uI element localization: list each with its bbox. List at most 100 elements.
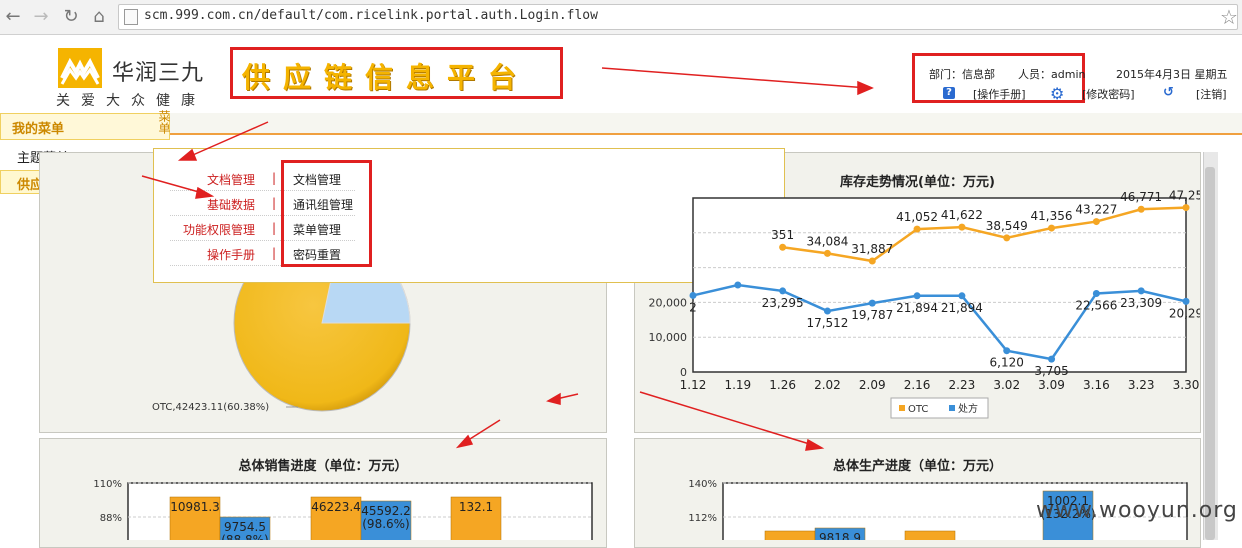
data-point <box>1182 297 1190 305</box>
data-point <box>1182 204 1190 212</box>
department-label: 部门：信息部 <box>929 68 995 81</box>
popup-category-item[interactable]: 基础数据 <box>206 198 255 212</box>
menu-strip <box>0 113 1242 135</box>
bar <box>360 500 412 540</box>
watermark: www.wooyun.org <box>1036 498 1238 523</box>
sales-bar-chart: 110% 88% 10981.3 9754.5(88.8%) 46223.4 45592.… <box>93 479 593 540</box>
popup-submenu-item[interactable]: 菜单管理 <box>293 223 342 237</box>
y-tick-label: 88% <box>100 513 122 524</box>
data-point <box>779 287 787 295</box>
x-tick-label: 2.09 <box>859 378 886 392</box>
data-point <box>913 225 921 233</box>
page-icon <box>124 9 138 25</box>
inventory-line-chart: 0 10,000 20,000 1.12 1.19 1.26 2.02 2.09 2.16 2.2… <box>649 190 1200 419</box>
change-password-link[interactable]: [修改密码] <box>1082 88 1135 101</box>
bar-value-label: 1002.1 <box>1047 494 1089 508</box>
logo-icon <box>58 48 102 88</box>
bar <box>219 516 271 540</box>
manual-link[interactable]: [操作手册] <box>973 88 1026 101</box>
bar <box>764 530 816 540</box>
data-point <box>779 243 787 251</box>
x-tick-label: 1.19 <box>724 378 751 392</box>
gear-icon[interactable]: ⚙ <box>1050 84 1065 103</box>
data-label: 41,356 <box>1031 209 1073 223</box>
logo-text: 华润三九 <box>112 61 205 86</box>
bar <box>814 527 866 540</box>
bar-percent-label: (98.6%) <box>362 517 409 531</box>
data-label: 17,512 <box>806 316 848 330</box>
data-point <box>868 299 876 307</box>
url-text: scm.999.com.cn/default/com.ricelink.port… <box>144 8 598 23</box>
popup-category-item[interactable]: 操作手册 <box>206 248 255 262</box>
bar-value-label: 9754.5 <box>224 520 266 534</box>
x-tick-label: 3.30 <box>1173 378 1200 392</box>
reload-icon[interactable]: ↻ <box>63 6 79 27</box>
legend-entry: OTC <box>908 404 928 415</box>
data-label: 2 <box>689 300 697 314</box>
help-icon[interactable]: ? <box>943 87 955 99</box>
x-tick-label: 2.02 <box>814 378 841 392</box>
data-point <box>1048 355 1056 363</box>
logout-link[interactable]: [注销] <box>1196 88 1227 101</box>
data-point <box>1048 224 1056 232</box>
user-info-highlight-box <box>912 53 1085 103</box>
bar-value-label: 132.1 <box>459 500 493 514</box>
data-point <box>958 223 966 231</box>
address-bar[interactable] <box>118 4 1238 30</box>
scrollbar-thumb[interactable] <box>1205 167 1215 540</box>
y-tick-label: 10,000 <box>649 331 688 344</box>
x-tick-label: 1.26 <box>769 378 796 392</box>
popup-submenu-item[interactable]: 通讯组管理 <box>293 198 354 212</box>
data-label: 22,566 <box>1075 298 1117 312</box>
y-tick-label: 20,000 <box>649 296 688 309</box>
data-label: 41,052 <box>896 210 938 224</box>
popup-category-item[interactable]: 功能权限管理 <box>182 223 255 237</box>
popup-separator: | <box>272 171 277 185</box>
y-tick-label: 140% <box>688 479 717 490</box>
popup-category-item[interactable]: 文档管理 <box>206 173 255 187</box>
data-point <box>1092 289 1100 297</box>
data-label: 21,894 <box>941 301 983 315</box>
popup-submenu-item[interactable]: 密码重置 <box>293 248 342 262</box>
data-label: 3,705 <box>1034 364 1068 378</box>
data-point <box>1003 347 1011 355</box>
legend-swatch <box>949 405 955 411</box>
bar-value-label: 45592.2 <box>361 504 411 518</box>
x-tick-label: 2.23 <box>949 378 976 392</box>
x-tick-label: 3.16 <box>1083 378 1110 392</box>
data-label: 20,29 <box>1169 306 1200 320</box>
arrow-right-icon[interactable]: → <box>33 6 49 27</box>
data-label: 23,295 <box>762 296 804 310</box>
logout-icon[interactable]: ↺ <box>1163 85 1174 100</box>
sales-chart-title: 总体销售进度（单位：万元） <box>238 459 408 474</box>
submenu-highlight-box <box>281 160 372 267</box>
pie-label-otc: OTC,42423.11(60.38%) <box>152 402 270 413</box>
y-tick-label: 110% <box>93 479 122 490</box>
arrow-left-icon[interactable]: ← <box>5 6 21 27</box>
data-point <box>1137 287 1145 295</box>
popup-row-divider <box>170 190 355 191</box>
home-icon[interactable]: ⌂ <box>93 6 105 27</box>
slogan: 关爱大众健康 <box>56 93 206 109</box>
series-line-处方 <box>692 283 1187 361</box>
legend-entry: 处方 <box>958 402 978 415</box>
x-tick-label: 2.16 <box>904 378 931 392</box>
data-point <box>823 249 831 257</box>
menu-tab[interactable]: 菜单 <box>157 110 171 134</box>
bar-percent-label: (132.2%) <box>1040 507 1095 521</box>
y-tick-label: 0 <box>680 366 687 379</box>
data-label: 38,549 <box>986 219 1028 233</box>
person-label: 人员：admin <box>1018 68 1086 81</box>
x-tick-label: 3.23 <box>1128 378 1155 392</box>
star-icon[interactable]: ☆ <box>1220 5 1238 29</box>
platform-title: 供应链信息平台 <box>242 61 530 94</box>
bar <box>169 496 221 540</box>
inventory-chart-title: 库存走势情况(单位：万元) <box>840 175 995 190</box>
popup-separator: | <box>272 196 277 210</box>
data-label: 41,622 <box>941 208 983 222</box>
header-divider <box>0 133 1242 135</box>
bar <box>1042 490 1094 540</box>
popup-submenu-item[interactable]: 文档管理 <box>293 173 342 187</box>
my-menu-bar[interactable] <box>0 113 170 140</box>
x-tick-label: 3.02 <box>993 378 1020 392</box>
